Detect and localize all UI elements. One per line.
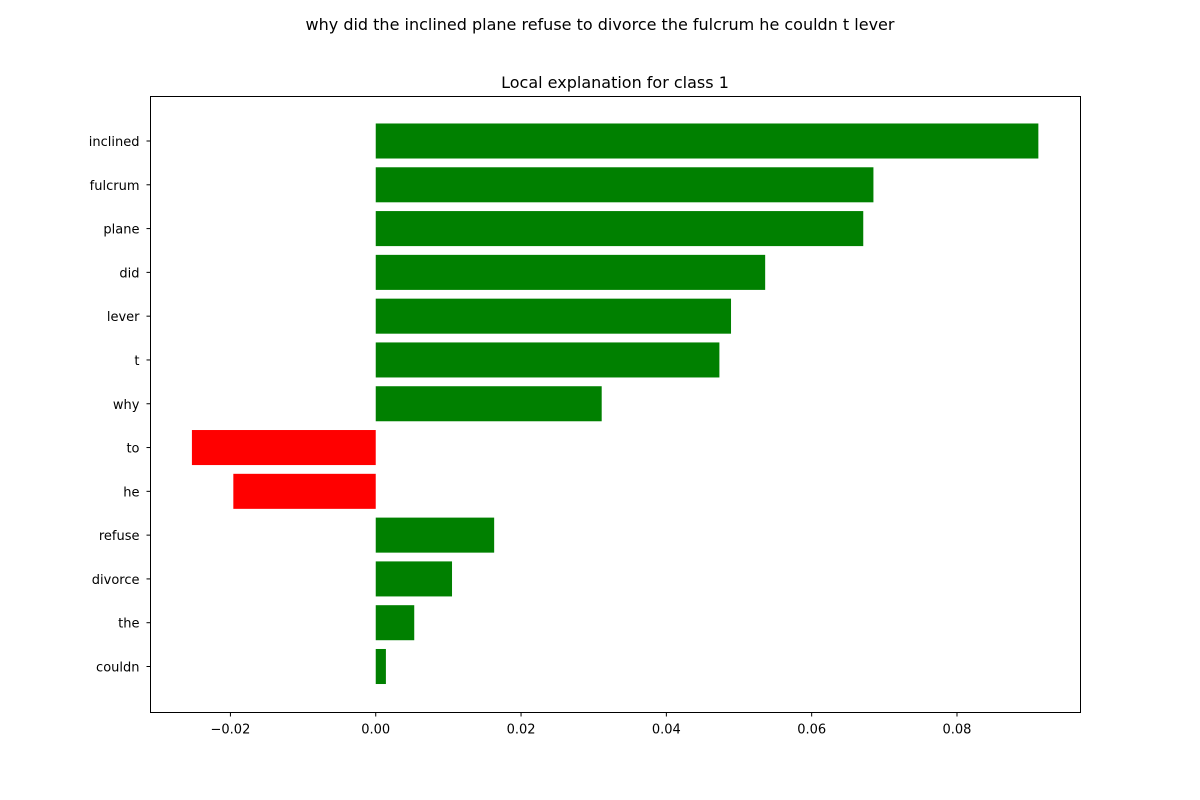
- y-tick-label: plane: [103, 223, 139, 238]
- y-tick-label: refuse: [99, 529, 140, 544]
- bar-the: [375, 605, 415, 641]
- x-tick-label: 0.04: [652, 723, 681, 738]
- y-tick-label: did: [119, 266, 139, 281]
- bar-inclined: [375, 123, 1039, 159]
- x-tick-label: −0.02: [211, 723, 251, 738]
- x-axis-ticks: −0.02 0.00 0.02 0.04 0.06 0.08: [211, 712, 972, 738]
- bar-couldn: [375, 648, 386, 685]
- bar-fulcrum: [375, 167, 874, 203]
- y-tick-label: why: [113, 398, 140, 413]
- figure-title: why did the inclined plane refuse to div…: [306, 15, 895, 34]
- chart-title: Local explanation for class 1: [501, 73, 729, 92]
- plot-area-frame: [150, 96, 1081, 713]
- y-tick-label: divorce: [92, 573, 140, 588]
- bar-divorce: [375, 561, 453, 597]
- y-axis-ticks: inclined fulcrum plane did lever t why to he refu…: [89, 135, 151, 676]
- bar-t: [375, 342, 720, 378]
- bar-lever: [375, 298, 732, 334]
- y-tick-label: fulcrum: [90, 179, 140, 194]
- y-tick-label: he: [123, 485, 139, 500]
- y-tick-label: couldn: [96, 661, 139, 676]
- x-tick-label: 0.02: [507, 723, 536, 738]
- y-tick-label: to: [126, 442, 139, 457]
- bar-he: [233, 473, 376, 509]
- bar-to: [191, 430, 376, 466]
- y-tick-label: t: [134, 354, 139, 369]
- x-tick-label: 0.08: [943, 723, 972, 738]
- bar-did: [375, 254, 766, 290]
- x-tick-label: 0.06: [797, 723, 826, 738]
- bar-why: [375, 386, 602, 422]
- bar-refuse: [375, 517, 495, 553]
- bars-layer: [191, 123, 1039, 685]
- y-tick-label: inclined: [89, 135, 140, 150]
- y-tick-label: the: [118, 617, 139, 632]
- y-tick-label: lever: [107, 310, 140, 325]
- x-tick-label: 0.00: [361, 723, 390, 738]
- bar-plane: [375, 211, 864, 247]
